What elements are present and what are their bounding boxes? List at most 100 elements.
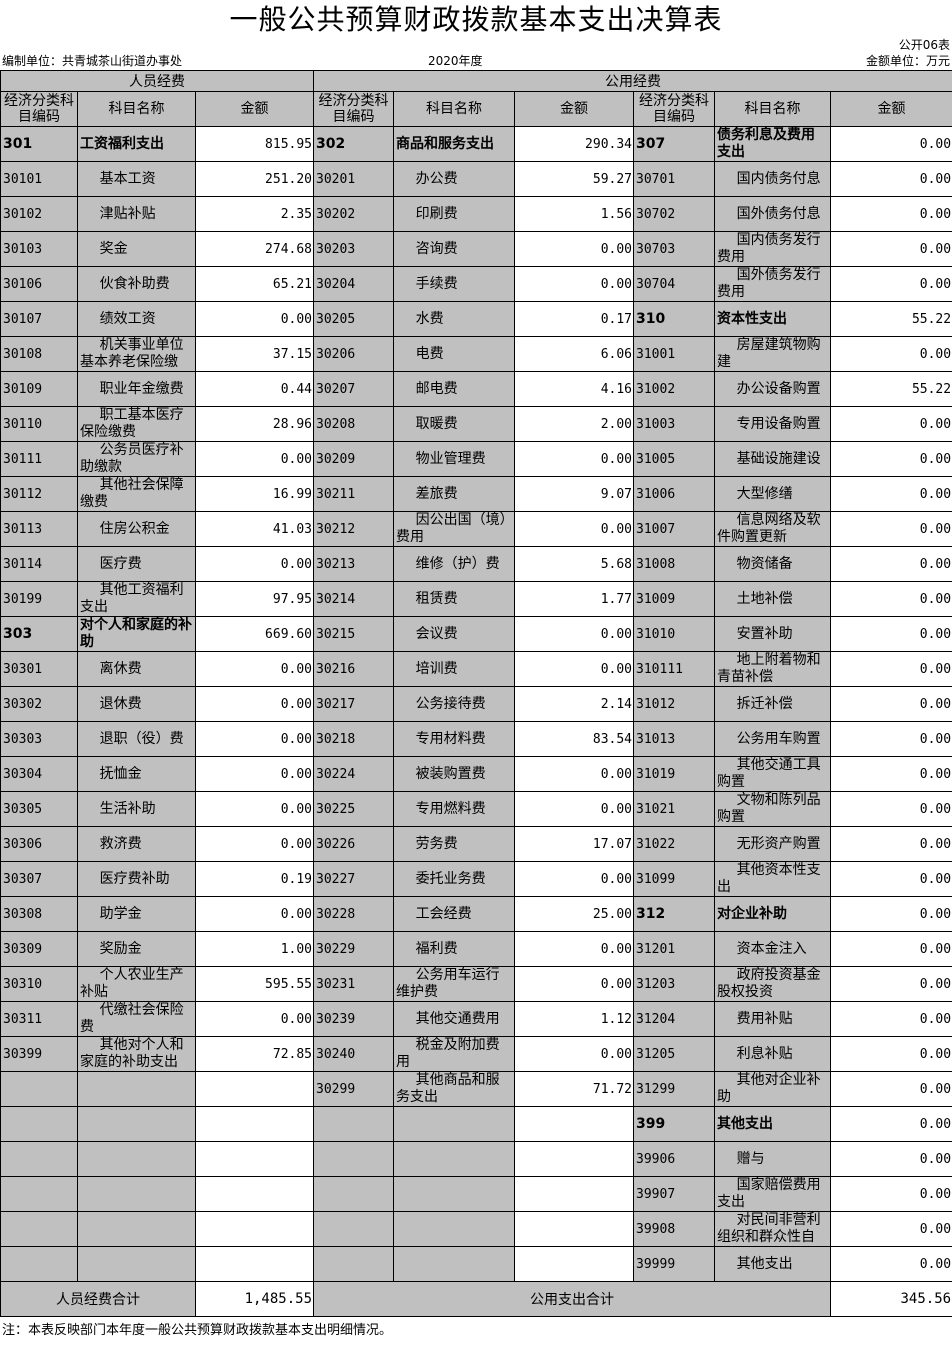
item-code: 30102 <box>1 197 78 232</box>
item-code <box>1 1247 78 1282</box>
item-name <box>394 1212 515 1247</box>
item-name: 工资福利支出 <box>78 127 196 162</box>
item-amount: 0.00 <box>196 547 314 582</box>
item-name: 物业管理费 <box>394 442 515 477</box>
item-name: 其他对企业补助 <box>715 1072 831 1107</box>
item-amount: 290.34 <box>515 127 634 162</box>
item-amount: 0.00 <box>831 757 952 792</box>
item-amount: 59.27 <box>515 162 634 197</box>
item-code: 30207 <box>314 372 394 407</box>
form-number: 公开06表 <box>0 38 952 53</box>
item-name: 救济费 <box>78 827 196 862</box>
item-amount: 71.72 <box>515 1072 634 1107</box>
item-code: 30308 <box>1 897 78 932</box>
item-name: 对企业补助 <box>715 897 831 932</box>
header-code: 经济分类科目编码 <box>634 92 715 127</box>
item-amount: 0.17 <box>515 302 634 337</box>
item-amount: 0.00 <box>831 897 952 932</box>
item-amount: 55.22 <box>831 302 952 337</box>
item-amount: 97.95 <box>196 582 314 617</box>
item-code: 39907 <box>634 1177 715 1212</box>
item-name: 差旅费 <box>394 477 515 512</box>
expenditure-table: 人员经费 公用经费 经济分类科目编码 科目名称 金额 经济分类科目编码 科目名称… <box>0 70 952 1317</box>
item-name: 机关事业单位基本养老保险缴 <box>78 337 196 372</box>
item-code: 30228 <box>314 897 394 932</box>
item-name: 其他交通费用 <box>394 1002 515 1037</box>
item-amount: 251.20 <box>196 162 314 197</box>
item-amount: 0.00 <box>831 722 952 757</box>
item-name: 国外债务发行费用 <box>715 267 831 302</box>
item-code <box>314 1107 394 1142</box>
item-amount: 17.07 <box>515 827 634 862</box>
item-name: 国家赔偿费用支出 <box>715 1177 831 1212</box>
item-code: 30309 <box>1 932 78 967</box>
item-code: 31001 <box>634 337 715 372</box>
item-code: 30399 <box>1 1037 78 1072</box>
item-amount: 0.00 <box>831 1177 952 1212</box>
item-code: 30209 <box>314 442 394 477</box>
item-name <box>394 1247 515 1282</box>
item-amount: 0.00 <box>831 687 952 722</box>
item-code <box>314 1247 394 1282</box>
item-code: 30299 <box>314 1072 394 1107</box>
item-code: 31021 <box>634 792 715 827</box>
item-amount: 0.00 <box>831 827 952 862</box>
item-amount: 0.00 <box>831 477 952 512</box>
item-amount: 0.00 <box>831 1212 952 1247</box>
item-name: 电费 <box>394 337 515 372</box>
item-name: 其他资本性支出 <box>715 862 831 897</box>
item-amount: 0.00 <box>515 232 634 267</box>
group-personnel: 人员经费 <box>1 71 314 92</box>
item-code: 30231 <box>314 967 394 1002</box>
item-code: 30239 <box>314 1002 394 1037</box>
item-amount: 1.00 <box>196 932 314 967</box>
item-amount: 0.00 <box>196 442 314 477</box>
item-name: 委托业务费 <box>394 862 515 897</box>
item-amount: 0.00 <box>831 1107 952 1142</box>
meta-row: 编制单位：共青城茶山街道办事处 2020年度 金额单位：万元 <box>0 53 952 70</box>
item-amount: 0.00 <box>196 792 314 827</box>
item-code: 31203 <box>634 967 715 1002</box>
item-name: 劳务费 <box>394 827 515 862</box>
item-name: 专用材料费 <box>394 722 515 757</box>
item-code: 30216 <box>314 652 394 687</box>
item-name: 助学金 <box>78 897 196 932</box>
item-amount: 0.00 <box>831 512 952 547</box>
item-name: 国内债务发行费用 <box>715 232 831 267</box>
item-name: 公务用车购置 <box>715 722 831 757</box>
item-amount <box>196 1107 314 1142</box>
item-amount <box>515 1142 634 1177</box>
item-amount: 0.00 <box>196 652 314 687</box>
item-code: 30109 <box>1 372 78 407</box>
item-name <box>78 1142 196 1177</box>
item-name: 医疗费补助 <box>78 862 196 897</box>
header-name: 科目名称 <box>78 92 196 127</box>
fiscal-year: 2020年度 <box>428 53 483 70</box>
item-name: 手续费 <box>394 267 515 302</box>
item-code: 30204 <box>314 267 394 302</box>
item-code: 30110 <box>1 407 78 442</box>
item-code: 30101 <box>1 162 78 197</box>
item-code: 30310 <box>1 967 78 1002</box>
item-name: 资本性支出 <box>715 302 831 337</box>
item-name: 印刷费 <box>394 197 515 232</box>
item-amount: 0.00 <box>515 967 634 1002</box>
item-code: 30704 <box>634 267 715 302</box>
item-amount <box>515 1212 634 1247</box>
item-amount: 0.00 <box>831 442 952 477</box>
item-name: 文物和陈列品购置 <box>715 792 831 827</box>
item-code: 31299 <box>634 1072 715 1107</box>
item-code <box>314 1177 394 1212</box>
item-name: 安置补助 <box>715 617 831 652</box>
item-amount: 0.44 <box>196 372 314 407</box>
item-amount: 65.21 <box>196 267 314 302</box>
